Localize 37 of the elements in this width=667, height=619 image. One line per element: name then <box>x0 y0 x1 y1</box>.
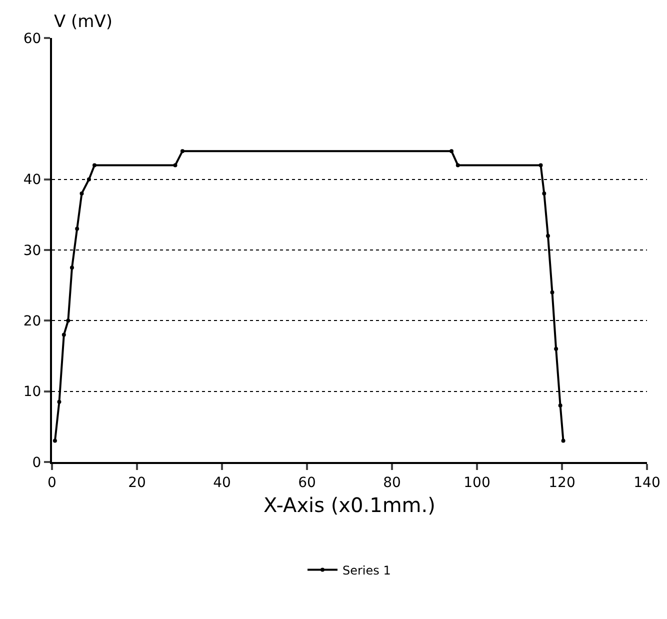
point <box>57 400 62 404</box>
point <box>75 226 80 231</box>
point <box>62 332 66 337</box>
point <box>450 149 454 154</box>
point <box>538 163 543 168</box>
x-tick-label: 80 <box>383 474 401 491</box>
point <box>554 346 558 351</box>
x-tick-label: 140 <box>634 474 660 491</box>
x-tick-label: 0 <box>48 474 56 491</box>
y-tick-label: 40 <box>23 172 42 188</box>
x-tick-label: 120 <box>548 474 576 491</box>
point <box>456 163 460 168</box>
y-tick-label: 10 <box>23 384 42 400</box>
point <box>546 234 550 238</box>
y-tick-label: 60 <box>23 30 42 47</box>
x-tick-label: 60 <box>298 474 316 491</box>
x-axis-title: X-Axis (x0.1mm.) <box>264 492 436 517</box>
point <box>550 290 554 294</box>
point <box>542 191 546 196</box>
point <box>66 318 70 323</box>
x-tick-label: 40 <box>213 474 231 491</box>
y-tick-label: 30 <box>23 242 42 259</box>
point <box>173 163 178 168</box>
point <box>86 177 91 182</box>
y-axis-title: V (mV) <box>54 12 112 32</box>
legend-label: Series 1 <box>342 563 391 578</box>
y-tick-label: 0 <box>32 454 42 471</box>
y-tick-label: 20 <box>23 314 42 330</box>
point <box>180 149 184 154</box>
point <box>80 191 84 196</box>
point <box>558 403 562 408</box>
point <box>70 266 74 270</box>
x-tick-label: 20 <box>128 474 146 491</box>
point <box>561 438 566 443</box>
point <box>92 163 96 168</box>
point <box>52 438 57 443</box>
x-tick-label: 100 <box>464 474 490 491</box>
